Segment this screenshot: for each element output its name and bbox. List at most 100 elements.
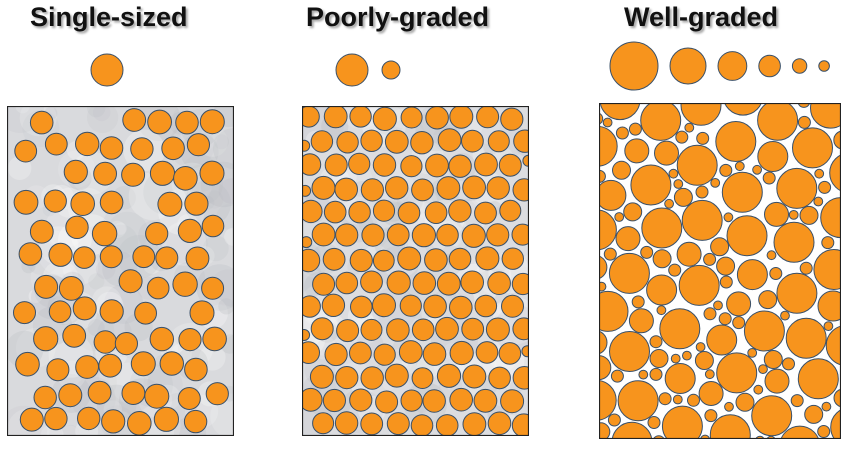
aggregate-particle	[599, 379, 617, 421]
aggregate-particle	[400, 389, 423, 412]
aggregate-particle	[673, 179, 684, 189]
aggregate-particle	[144, 383, 170, 409]
aggregate-particle	[713, 300, 723, 311]
aggregate-particle	[599, 103, 641, 121]
texture-blob	[224, 227, 234, 246]
aggregate-particle	[764, 368, 790, 394]
aggregate-particle	[703, 307, 717, 321]
aggregate-particle	[599, 209, 617, 251]
aggregate-particle	[829, 154, 841, 192]
aggregate-particle	[684, 122, 695, 133]
aggregate-particle	[599, 281, 607, 292]
aggregate-particle	[512, 178, 529, 202]
aggregate-particle	[678, 264, 720, 306]
aggregate-particle	[461, 317, 485, 341]
aggregate-particle	[599, 255, 608, 280]
aggregate-particle	[422, 342, 447, 366]
texture-blob	[205, 190, 224, 209]
aggregate-particle	[608, 252, 650, 294]
aggregate-particle	[360, 366, 384, 390]
legend-particle	[791, 58, 808, 74]
aggregate-particle	[782, 357, 795, 371]
aggregate-particle	[372, 153, 397, 177]
aggregate-particle	[424, 248, 448, 272]
aggregate-particle	[309, 364, 334, 389]
aggregate-particle	[310, 130, 334, 153]
aggregate-particle	[804, 404, 824, 424]
aggregate-particle	[664, 363, 696, 394]
aggregate-particle	[48, 242, 73, 267]
aggregate-particle	[334, 177, 359, 202]
aggregate-particle	[487, 411, 512, 436]
aggregate-particle	[747, 348, 758, 358]
aggregate-particle	[788, 210, 799, 220]
aggregate-particle	[474, 294, 498, 318]
aggregate-particle	[487, 271, 511, 295]
texture-blob	[213, 134, 229, 150]
aggregate-particle	[799, 261, 813, 275]
aggregate-particle	[360, 178, 385, 202]
aggregate-particle	[15, 351, 40, 377]
aggregate-particle	[19, 407, 44, 432]
aggregate-particle	[435, 414, 459, 436]
aggregate-particle	[615, 126, 629, 140]
texture-blob	[88, 273, 105, 290]
aggregate-particle	[813, 196, 824, 207]
aggregate-particle	[205, 382, 229, 406]
aggregate-particle	[13, 301, 36, 325]
aggregate-particle	[821, 401, 832, 412]
aggregate-particle	[599, 179, 627, 211]
aggregate-particle	[676, 144, 718, 186]
aggregate-particle	[704, 369, 715, 380]
texture-blob	[218, 298, 234, 315]
aggregate-particle	[776, 272, 818, 314]
aggregate-particle	[640, 245, 654, 259]
aggregate-particle	[127, 411, 152, 436]
aggregate-particle	[130, 351, 156, 377]
aggregate-particle	[58, 276, 84, 301]
aggregate-particle	[762, 171, 776, 185]
aggregate-particle	[397, 201, 421, 225]
aggregate-particle	[386, 223, 410, 247]
aggregate-particle	[758, 364, 768, 375]
aggregate-particle	[360, 318, 383, 341]
aggregate-particle	[385, 176, 409, 200]
aggregate-particle	[411, 318, 435, 342]
aggregate-particle	[77, 406, 101, 431]
aggregate-particle	[810, 103, 841, 129]
aggregate-particle	[614, 212, 625, 222]
aggregate-particle	[155, 246, 179, 270]
aggregate-particle	[411, 178, 434, 202]
aggregate-particle	[766, 250, 777, 261]
aggregate-particle-small	[302, 329, 311, 341]
aggregate-particle	[177, 387, 201, 410]
aggregate-particle	[386, 270, 411, 295]
aggregate-particle	[159, 351, 185, 376]
aggregate-particle	[486, 176, 510, 200]
aggregate-particle	[436, 176, 461, 200]
aggregate-particle	[425, 106, 449, 130]
aggregate-particle	[178, 328, 202, 352]
aggregate-particle	[475, 246, 500, 271]
aggregate-particle	[34, 274, 59, 299]
aggregate-particle	[44, 132, 68, 156]
legend-particle	[669, 47, 707, 85]
poorly-graded-particle-legend	[335, 53, 401, 87]
aggregate-particle	[361, 223, 385, 247]
aggregate-particle	[398, 340, 423, 364]
aggregate-particle	[498, 342, 522, 365]
aggregate-particle	[628, 308, 654, 334]
aggregate-particle	[175, 110, 199, 135]
aggregate-particle	[501, 294, 524, 318]
poorly-graded-aggregate-panel	[302, 106, 529, 436]
aggregate-particle	[172, 271, 198, 297]
legend-particle	[717, 51, 748, 81]
aggregate-particle	[715, 121, 757, 162]
legend-particle	[609, 41, 659, 91]
aggregate-particle	[628, 122, 642, 136]
aggregate-particle	[13, 189, 39, 215]
aggregate-particle	[302, 341, 320, 364]
aggregate-particle	[649, 335, 663, 349]
aggregate-particle	[410, 414, 434, 436]
aggregate-particle	[349, 106, 372, 128]
